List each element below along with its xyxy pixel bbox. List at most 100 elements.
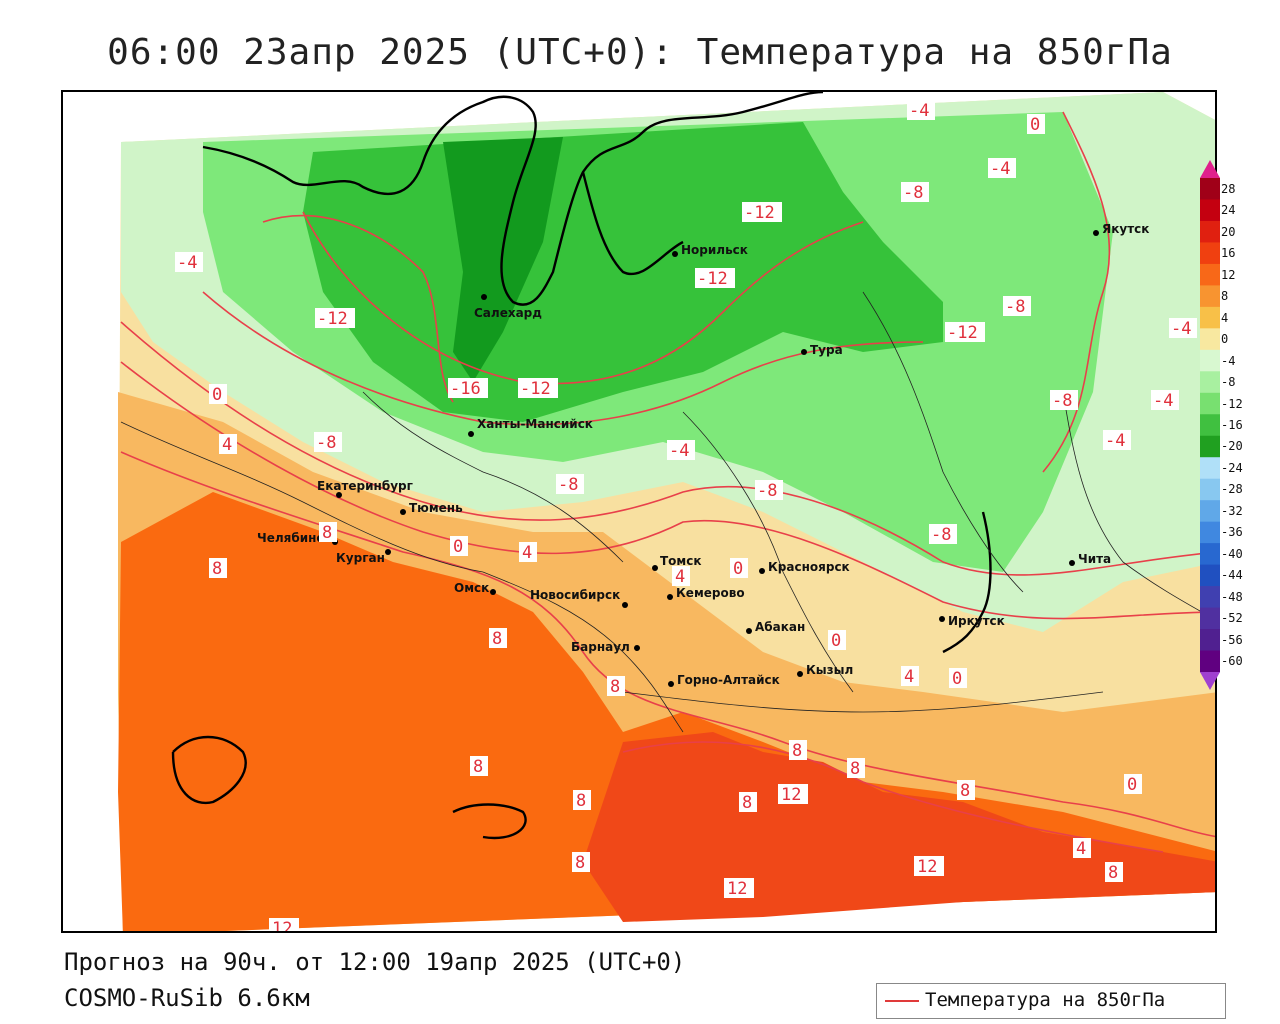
isotherm-label: 0 [1127,775,1137,795]
colorbar-swatch [1200,543,1220,566]
colorbar-tick-label: 16 [1221,246,1236,261]
colorbar-bottom-arrow [1200,672,1220,690]
colorbar-tick-label: -28 [1221,482,1243,497]
colorbar-top-arrow [1200,160,1220,178]
city-label-tomsk: Томск [660,554,702,568]
isotherm-label: 12 [727,879,747,899]
colorbar-swatch [1200,478,1220,501]
city-label-khanty: Ханты-Мансийск [477,417,593,431]
isotherm-label: 8 [610,677,620,697]
isotherm-label: -8 [316,433,336,453]
isotherm-label: -12 [947,323,978,343]
temperature-map[interactable]: Салехард Норильск Тура Якутск Ханты-Манс… [61,90,1217,933]
colorbar-swatch [1200,220,1220,243]
isotherm-label: 8 [322,523,332,543]
isotherm-label: -4 [1105,431,1125,451]
colorbar-tick-label: -20 [1221,439,1243,454]
city-label-kyzyl: Кызыл [806,663,853,677]
colorbar-tick-label: 0 [1221,332,1229,347]
city-dot-tura [801,349,807,355]
city-label-salekhard: Салехард [474,306,542,320]
city-label-yakutsk: Якутск [1102,222,1149,236]
colorbar-swatch [1200,629,1220,652]
colorbar-tick-label: -56 [1221,632,1243,647]
isotherm-label: -8 [903,183,923,203]
colorbar-swatch [1200,392,1220,415]
colorbar-swatch [1200,285,1220,308]
isotherm-label: 4 [904,667,914,687]
isotherm-label: 8 [850,759,860,779]
map-legend: Температура на 850гПа [876,983,1226,1019]
colorbar-swatch [1200,586,1220,609]
isotherm-label: 8 [960,781,970,801]
colorbar-swatch [1200,457,1220,480]
city-dot-barnaul [634,645,640,651]
colorbar-tick-label: -4 [1221,353,1236,368]
isotherm-label: -8 [931,525,951,545]
isotherm-label: 8 [212,559,222,579]
city-label-chita: Чита [1078,552,1111,566]
isotherm-label: -8 [558,475,578,495]
colorbar-tick-label: -48 [1221,589,1243,604]
colorbar-swatch [1200,349,1220,372]
isotherm-label: 0 [1030,115,1040,135]
map-title: 06:00 23апр 2025 (UTC+0): Температура на… [107,32,1173,73]
city-dot-norilsk [672,251,678,257]
city-dot-abakan [746,628,752,634]
city-label-norilsk: Норильск [681,243,748,257]
city-label-kurgan: Курган [336,551,385,565]
colorbar-svg [1200,160,1220,690]
admin-borders [120,291,1215,733]
legend-label: Температура на 850гПа [925,989,1166,1011]
isotherm-label: 0 [453,537,463,557]
isotherm-label: 4 [222,435,232,455]
isotherm-label: 4 [522,543,532,563]
isotherm-label: -12 [744,203,775,223]
isotherm-label: 12 [917,857,937,877]
city-dot-kyzyl [797,671,803,677]
colorbar-tick-label: 28 [1221,181,1236,196]
model-name: COSMO-RuSib 6.6км [64,984,310,1012]
isotherm-label: -12 [697,269,728,289]
colorbar-tick-label: 12 [1221,267,1236,282]
city-label-kemerovo: Кемерово [676,586,745,600]
colorbar-swatch [1200,328,1220,351]
isotherm-label: -8 [1052,391,1072,411]
city-dot-salekhard [481,294,487,300]
city-label-krasnoyarsk: Красноярск [768,560,850,574]
colorbar-swatch [1200,371,1220,394]
city-dot-ekaterinburg [336,492,342,498]
city-label-ekaterinburg: Екатеринбург [317,479,413,493]
colorbar-swatch [1200,650,1220,673]
city-label-gorno-altaysk: Горно-Алтайск [677,673,780,687]
colorbar-tick-label: -32 [1221,503,1243,518]
city-label-tyumen: Тюмень [409,501,463,515]
city-dot-chita [1069,560,1075,566]
isotherm-label: 0 [952,669,962,689]
colorbar-tick-label: -12 [1221,396,1243,411]
isotherm-label: 8 [492,629,502,649]
colorbar-swatch [1200,500,1220,523]
colorbar-swatch [1200,607,1220,630]
coastlines [171,92,992,840]
isotherm-label: 12 [781,785,801,805]
isotherm-label: 8 [1108,863,1118,883]
city-dot-tyumen [400,509,406,515]
colorbar-tick-label: 8 [1221,289,1229,304]
city-dot-khanty [468,431,474,437]
isotherm-label: -4 [669,441,689,461]
city-dot-irkutsk [939,616,945,622]
city-label-abakan: Абакан [755,620,805,634]
colorbar-tick-label: 20 [1221,224,1236,239]
colorbar-swatch [1200,521,1220,544]
colorbar-swatch [1200,435,1220,458]
isotherm-label: 0 [733,559,743,579]
isotherm-label: -4 [990,159,1010,179]
isotherm-label: 8 [576,791,586,811]
isotherm-label-group: -4 0 -4 -8 -12 -12 -4 -12 -12 -8 -16 -12… [175,100,1197,931]
city-label-chelyabinsk: Челябинск [257,531,332,545]
isotherm-label: -12 [520,379,551,399]
colorbar-swatch [1200,199,1220,222]
colorbar-tick-label: -44 [1221,568,1243,583]
isotherm-label: -4 [909,101,929,121]
